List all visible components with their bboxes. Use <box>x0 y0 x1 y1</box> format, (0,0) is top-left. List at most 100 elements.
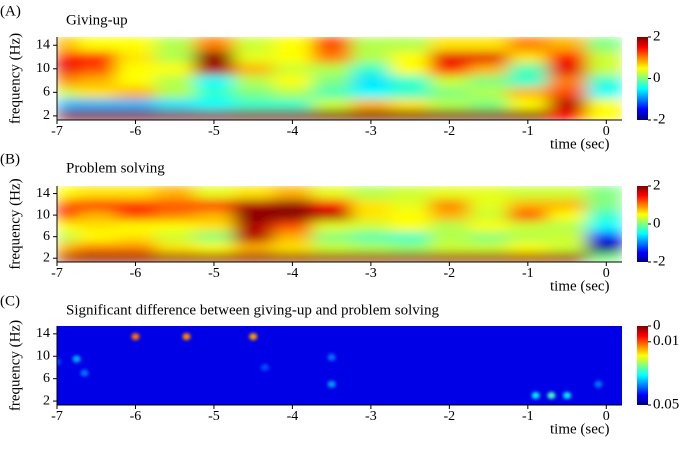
heatmap-cell <box>76 209 117 221</box>
heatmap-cell <box>429 186 470 200</box>
heatmap-cell <box>351 62 392 76</box>
heatmap-cell <box>194 74 235 87</box>
plot-area <box>57 37 622 120</box>
heatmap-cell <box>76 198 117 211</box>
heatmap-cell <box>233 51 274 64</box>
heatmap-cell <box>547 209 588 221</box>
x-tick-label: -7 <box>51 124 63 139</box>
colorbar-tick-label: 0.05 <box>653 396 679 412</box>
heatmap-cell <box>351 220 392 232</box>
heatmap-cell <box>57 198 78 211</box>
heatmap-cell <box>233 231 274 243</box>
heatmap-cell <box>508 198 548 211</box>
heatmap-cell <box>586 109 622 120</box>
x-tick-label: -6 <box>130 266 142 281</box>
x-tick-label: -5 <box>208 409 220 424</box>
heatmap-cell <box>76 252 117 262</box>
heatmap-cell <box>586 51 622 64</box>
heatmap-cell <box>115 252 156 262</box>
x-tick-label: -1 <box>522 124 534 139</box>
heatmap-cell <box>194 98 235 111</box>
heatmap-cell <box>115 62 156 76</box>
x-tick-label: -6 <box>130 409 142 424</box>
heatmap-cell <box>508 74 548 87</box>
heatmap-cell <box>194 220 235 232</box>
heatmap-cell <box>429 74 470 87</box>
heatmap-cell <box>429 109 470 120</box>
significance-spot <box>327 380 336 388</box>
heatmap <box>57 37 622 120</box>
heatmap-cell <box>155 220 195 232</box>
y-tick-label: 2 <box>43 250 50 265</box>
heatmap-cell <box>351 86 392 99</box>
heatmap <box>57 186 622 262</box>
heatmap-cell <box>586 198 622 211</box>
heatmap-cell <box>547 242 588 254</box>
heatmap-cell <box>586 220 622 232</box>
heatmap-cell <box>57 220 78 232</box>
heatmap-cell <box>76 220 117 232</box>
panel: (A) Giving-up frequency (Hz) time (sec) -7 -6… <box>0 3 666 152</box>
heatmap-cell <box>272 74 313 87</box>
heatmap-cell <box>508 252 548 262</box>
plot-area <box>57 326 622 405</box>
panel-label: (B) <box>0 151 20 167</box>
significance-spot <box>57 358 61 366</box>
heatmap-cell <box>390 186 431 200</box>
heatmap-cell <box>429 37 470 52</box>
heatmap-cell <box>351 51 392 64</box>
heatmap-cell <box>272 62 313 76</box>
heatmap-cell <box>57 252 78 262</box>
heatmap-cell <box>194 231 235 243</box>
plot-area <box>57 186 622 262</box>
heatmap-cell <box>468 51 509 64</box>
colorbar-tick-label: -2 <box>653 111 666 127</box>
heatmap-cell <box>76 242 117 254</box>
x-tick-label: -2 <box>444 409 456 424</box>
heatmap-cell <box>312 209 352 221</box>
heatmap-cell <box>351 252 392 262</box>
heatmap-cell <box>508 62 548 76</box>
heatmap-cell <box>508 37 548 52</box>
heatmap-cell <box>76 74 117 87</box>
x-tick-label: -4 <box>287 266 299 281</box>
x-tick-label: -7 <box>51 266 63 281</box>
heatmap-cell <box>351 37 392 52</box>
colorbar <box>637 326 648 405</box>
heatmap-cell <box>272 252 313 262</box>
colorbar-tick-label: 2 <box>653 28 661 44</box>
heatmap-cell <box>76 37 117 52</box>
heatmap-cell <box>429 242 470 254</box>
significance-spot <box>531 391 540 399</box>
y-axis-label: frequency (Hz) <box>7 320 23 411</box>
heatmap-cell <box>547 37 588 52</box>
heatmap-cell <box>429 198 470 211</box>
heatmap-cell <box>390 198 431 211</box>
heatmap-cell <box>155 252 195 262</box>
x-tick-label: -6 <box>130 124 142 139</box>
heatmap-cell <box>468 186 509 200</box>
heatmap-cell <box>547 74 588 87</box>
x-axis-label: time (sec) <box>550 136 610 152</box>
x-tick-label: -4 <box>287 124 299 139</box>
y-tick-label: 14 <box>36 37 50 52</box>
heatmap-cell <box>115 209 156 221</box>
heatmap-cell <box>351 109 392 120</box>
heatmap-cell <box>57 74 78 87</box>
heatmap-cell <box>115 231 156 243</box>
heatmap-cell <box>547 86 588 99</box>
significance-spot <box>72 355 81 363</box>
heatmap-cell <box>468 231 509 243</box>
heatmap-cell <box>233 242 274 254</box>
heatmap-cell <box>57 37 78 52</box>
heatmap-cell <box>312 252 352 262</box>
heatmap-cell <box>429 252 470 262</box>
heatmap-cell <box>76 62 117 76</box>
heatmap-cell <box>115 74 156 87</box>
heatmap-cell <box>194 37 235 52</box>
heatmap-cell <box>155 86 195 99</box>
heatmap-cell <box>233 209 274 221</box>
x-tick-label: -1 <box>522 409 534 424</box>
heatmap-cell <box>429 231 470 243</box>
heatmap-cell <box>429 98 470 111</box>
